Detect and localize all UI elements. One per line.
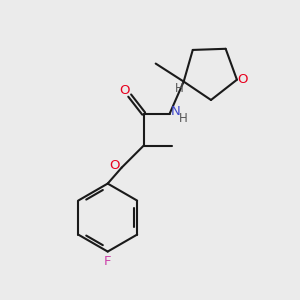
Text: O: O (238, 73, 248, 86)
Text: O: O (110, 159, 120, 172)
Text: N: N (171, 105, 181, 118)
Text: F: F (104, 255, 111, 268)
Text: H: H (179, 112, 188, 125)
Text: H: H (175, 82, 184, 95)
Text: O: O (119, 84, 130, 97)
